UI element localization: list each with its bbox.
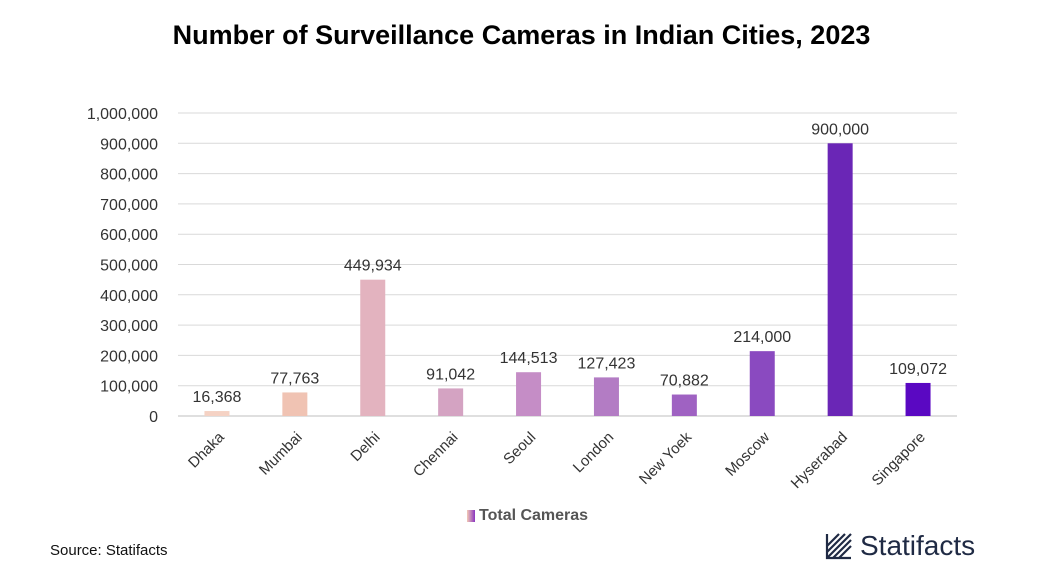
bar	[749, 351, 775, 416]
x-tick-label: Dhaka	[185, 428, 228, 471]
data-label: 144,513	[500, 350, 558, 367]
y-tick-label: 400,000	[100, 288, 158, 305]
statifacts-logo-icon	[825, 533, 852, 560]
y-tick-label: 900,000	[100, 136, 158, 153]
bar	[827, 143, 853, 417]
bar	[438, 388, 464, 416]
data-labels: 16,368 77,763 449,934 91,042 144,513 127,423 7…	[192, 121, 947, 406]
y-tick-label: 500,000	[100, 258, 158, 275]
y-tick-label: 100,000	[100, 379, 158, 396]
x-tick-label: Seoul	[500, 429, 539, 468]
gridlines	[178, 112, 957, 417]
y-tick-label: 600,000	[100, 227, 158, 244]
source-note: Source: Statifacts	[50, 542, 168, 559]
bar	[204, 411, 230, 416]
brand-logo: Statifacts	[824, 530, 975, 562]
y-tick-label: 0	[149, 409, 158, 426]
data-label: 214,000	[733, 329, 791, 346]
y-tick-label: 300,000	[100, 318, 158, 335]
x-tick-label: Moscow	[722, 429, 773, 480]
legend: Total Cameras	[467, 507, 588, 525]
brand-name: Statifacts	[860, 530, 976, 561]
x-tick-label: Hyserabad	[788, 429, 851, 492]
legend-swatch	[467, 510, 475, 522]
data-label: 16,368	[192, 389, 241, 406]
data-label: 70,882	[660, 373, 709, 390]
x-tick-label: Chennai	[410, 429, 462, 481]
data-label: 127,423	[578, 355, 636, 372]
x-tick-label: London	[570, 429, 617, 476]
bar-chart: 0 100,000 200,000 300,000 400,000 500,000 600,…	[87, 106, 957, 492]
x-tick-label: Delhi	[347, 429, 383, 465]
bar	[282, 392, 308, 416]
x-tick-label: Singapore	[868, 429, 928, 489]
x-tick-label: Mumbai	[256, 429, 306, 479]
y-axis-ticks: 0 100,000 200,000 300,000 400,000 500,000 600,…	[87, 106, 158, 426]
x-axis-ticks: Dhaka Mumbai Delhi Chennai Seoul London New Yo…	[185, 428, 929, 492]
y-tick-label: 200,000	[100, 348, 158, 365]
bar	[516, 372, 542, 416]
y-tick-label: 700,000	[100, 197, 158, 214]
bar	[905, 382, 931, 416]
bar	[593, 377, 619, 416]
data-label: 449,934	[344, 258, 402, 275]
bar	[671, 394, 697, 416]
legend-label: Total Cameras	[479, 507, 589, 524]
y-tick-label: 1,000,000	[87, 106, 158, 123]
data-label: 91,042	[426, 366, 475, 383]
x-tick-label: New Yoek	[636, 428, 696, 488]
data-label: 109,072	[889, 361, 947, 378]
y-tick-label: 800,000	[100, 167, 158, 184]
data-label: 900,000	[811, 121, 869, 138]
bar	[360, 279, 386, 416]
bars	[204, 143, 931, 417]
data-label: 77,763	[270, 370, 319, 387]
chart-title: Number of Surveillance Cameras in Indian…	[172, 20, 871, 50]
